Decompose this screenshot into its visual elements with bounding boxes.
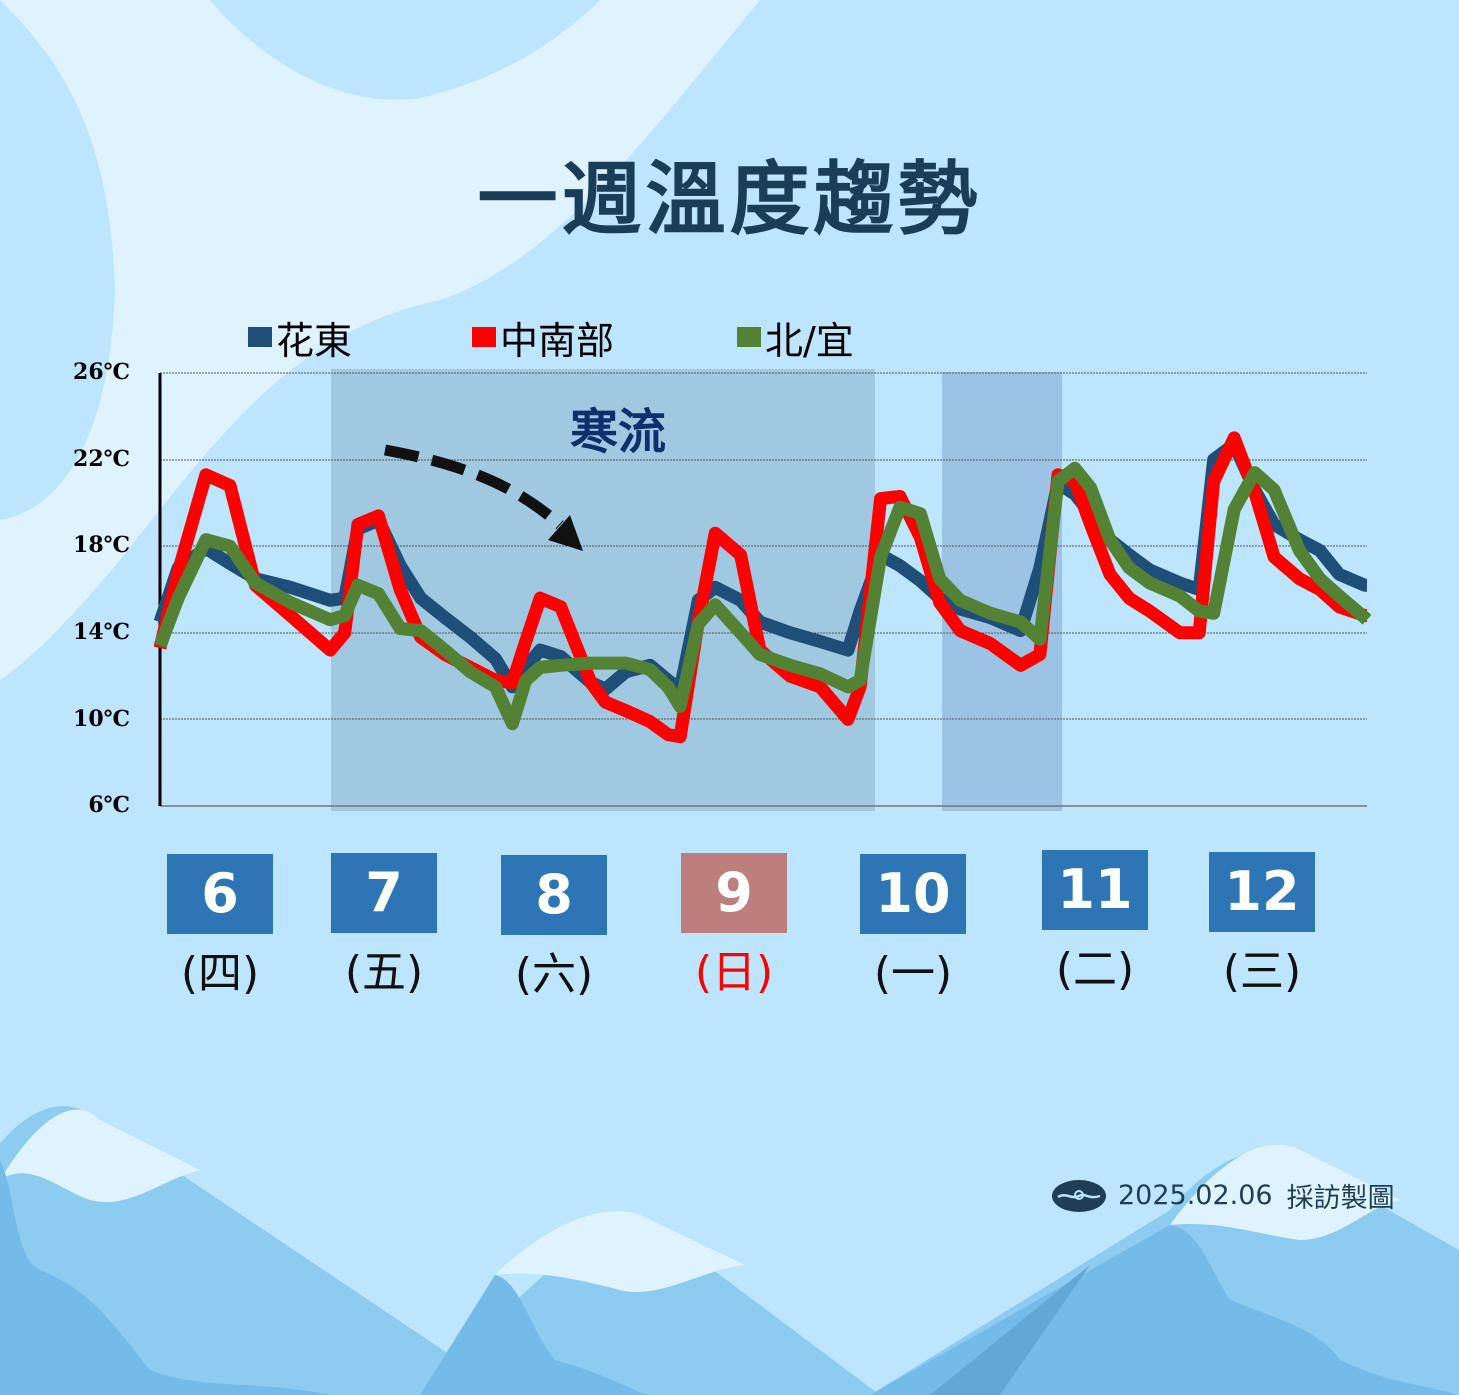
credit: 2025.02.06 採訪製圖 [1052, 1176, 1395, 1215]
legend-swatch-huadong [248, 327, 272, 347]
weekday-label-8: (六) [514, 949, 594, 1000]
bg-swirl [0, 0, 760, 680]
bg-blob-top [210, 0, 600, 100]
legend-item-north-yilan: 北/宜 [737, 312, 854, 363]
legend-swatch-central-south [472, 327, 496, 347]
arrow-head-icon [548, 515, 583, 551]
page-title: 一週溫度趨勢 [477, 153, 982, 246]
credit-text: 採訪製圖 [1286, 1183, 1395, 1214]
date-box-8: 8 [501, 855, 607, 935]
date-box-10: 10 [860, 854, 966, 934]
mountain-left-dark [0, 1160, 330, 1395]
legend-item-huadong: 花東 [248, 312, 353, 363]
y-tick-14: 14℃ [73, 619, 130, 645]
y-tick-18: 18℃ [73, 532, 130, 558]
date-box-6: 6 [167, 854, 273, 934]
legend-swatch-north-yilan [737, 327, 761, 347]
y-tick-26: 26℃ [73, 359, 130, 385]
mountain-left-snow [0, 1109, 200, 1203]
weekday-label-9: (日) [694, 947, 774, 998]
cold-trend-arrow [384, 444, 564, 530]
mountain-mid-snow [495, 1211, 745, 1293]
weekday-label-6: (四) [180, 948, 260, 999]
date-box-12: 12 [1209, 852, 1315, 932]
y-tick-6: 6℃ [88, 792, 130, 818]
cold-wave-label: 寒流 [570, 404, 667, 460]
legend-label-huadong: 花東 [276, 318, 353, 363]
date-box-7: 7 [331, 853, 437, 933]
weekday-label-7: (五) [344, 947, 424, 998]
date-box-11: 11 [1042, 850, 1148, 930]
y-tick-22: 22℃ [73, 446, 130, 472]
series-line-2 [153, 461, 1372, 731]
weekday-label-11: (二) [1055, 944, 1135, 995]
bg-blob-left [0, 0, 115, 520]
date-box-9: 9 [681, 853, 787, 933]
legend-label-north-yilan: 北/宜 [765, 318, 854, 363]
y-tick-10: 10℃ [73, 706, 130, 732]
mountain-mid-dark [420, 1275, 650, 1395]
mountain-right-snow [1170, 1144, 1400, 1240]
weekday-label-12: (三) [1222, 946, 1302, 997]
mountain-right-crease [930, 1265, 1090, 1395]
legend-label-central-south: 中南部 [500, 318, 615, 363]
gridlines [160, 372, 1367, 720]
cna-logo-icon [1052, 1179, 1106, 1212]
credit-date: 2025.02.06 [1118, 1180, 1273, 1211]
series-lines [153, 431, 1372, 744]
legend-item-central-south: 中南部 [472, 312, 615, 363]
weekday-label-10: (一) [873, 948, 953, 999]
